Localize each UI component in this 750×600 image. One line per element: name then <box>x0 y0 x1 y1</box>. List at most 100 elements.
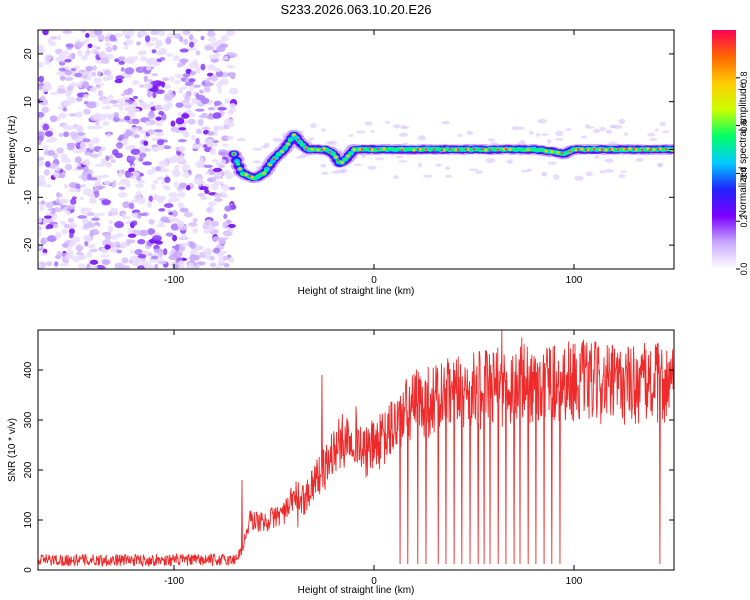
noise-blob <box>104 42 112 47</box>
noise-blob <box>187 118 196 125</box>
noise-blob <box>166 208 172 213</box>
noise-blob <box>181 242 190 248</box>
noise-blob <box>213 193 223 198</box>
noise-blob <box>147 200 152 209</box>
track-blob <box>292 133 296 137</box>
noise-blob <box>226 64 235 69</box>
faint-blob <box>599 126 606 132</box>
noise-blob <box>69 131 78 137</box>
noise-blob <box>171 210 178 217</box>
noise-blob <box>155 39 163 47</box>
faint-blob <box>468 168 478 171</box>
noise-blob <box>64 58 72 63</box>
faint-blob <box>618 174 626 179</box>
noise-blob <box>151 137 160 141</box>
track-blob <box>391 147 397 152</box>
noise-blob <box>148 195 153 203</box>
noise-blob <box>120 67 125 72</box>
noise-blob <box>114 241 120 246</box>
noise-blob <box>101 199 112 206</box>
track-blob <box>272 157 276 161</box>
noise-blob <box>193 84 201 88</box>
faint-blob <box>252 147 263 151</box>
noise-blob <box>137 254 147 259</box>
noise-blob <box>129 127 139 133</box>
noise-blob <box>183 38 189 46</box>
noise-blob <box>165 37 172 45</box>
noise-blob <box>188 47 197 51</box>
noise-blob <box>137 265 145 269</box>
track-blob <box>370 148 374 152</box>
noise-blob <box>91 217 100 221</box>
snr-panel: -100 0 100 0 100 200 300 400 Height of straight… <box>7 329 675 596</box>
track-blob <box>316 148 320 152</box>
noise-blob <box>132 95 139 100</box>
track-blob <box>519 147 525 152</box>
noise-blob <box>89 177 98 181</box>
track-blob <box>515 147 521 151</box>
noise-blob <box>43 215 52 219</box>
track-blob <box>604 148 608 152</box>
faint-blob <box>474 170 483 175</box>
noise-blob <box>207 131 215 136</box>
noise-blob <box>103 161 111 166</box>
faint-blob <box>487 138 496 142</box>
faint-blob <box>321 128 326 133</box>
noise-blob <box>88 192 95 198</box>
noise-blob <box>78 81 83 89</box>
noise-blob <box>115 75 125 80</box>
noise-blob <box>42 145 49 152</box>
noise-blob <box>61 243 69 248</box>
noise-blob <box>110 207 119 213</box>
noise-blob <box>105 155 110 162</box>
noise-blob <box>206 76 214 81</box>
y-tick-label: 200 <box>23 461 34 478</box>
snr-series-line <box>38 330 674 568</box>
track-blob <box>448 148 452 151</box>
noise-blob <box>117 181 126 185</box>
faint-blob <box>565 128 573 131</box>
noise-blob <box>212 112 222 119</box>
noise-blob <box>223 213 228 220</box>
noise-blob <box>75 183 81 189</box>
noise-blob <box>153 129 163 133</box>
track-blob <box>340 160 344 164</box>
noise-blob <box>76 166 85 170</box>
track-blob <box>432 148 436 151</box>
noise-blob <box>56 250 62 257</box>
noise-blob <box>215 265 221 269</box>
y-tick-label: 400 <box>23 361 34 378</box>
noise-blob <box>217 86 223 94</box>
track-blob <box>343 157 349 162</box>
noise-blob <box>120 241 128 249</box>
noise-blob <box>184 94 191 103</box>
noise-blob <box>103 69 112 76</box>
faint-blob <box>654 128 660 132</box>
noise-blob <box>178 87 184 95</box>
noise-blob <box>62 123 68 130</box>
noise-blob <box>64 76 74 82</box>
track-blob <box>400 148 404 151</box>
track-blob <box>632 147 636 151</box>
faint-blob <box>441 120 450 125</box>
noise-blob <box>139 129 148 134</box>
noise-blob <box>102 120 110 126</box>
noise-blob <box>38 180 44 187</box>
track-blob <box>395 147 401 151</box>
noise-blob <box>124 115 131 121</box>
noise-blob <box>107 94 114 101</box>
faint-blob <box>400 125 408 130</box>
noise-blob <box>150 255 159 260</box>
colorbar-tick-label: 0.6 <box>739 119 749 132</box>
noise-blob <box>200 35 205 41</box>
noise-blob <box>101 146 106 152</box>
track-blob <box>656 147 660 151</box>
noise-blob <box>139 152 147 158</box>
noise-blob <box>177 157 187 163</box>
noise-blob <box>40 252 48 257</box>
noise-blob <box>85 33 90 38</box>
faint-blob <box>320 171 329 175</box>
colorbar-tick-label: 0.2 <box>739 215 749 228</box>
faint-blob <box>422 174 433 178</box>
noise-blob <box>66 204 76 210</box>
